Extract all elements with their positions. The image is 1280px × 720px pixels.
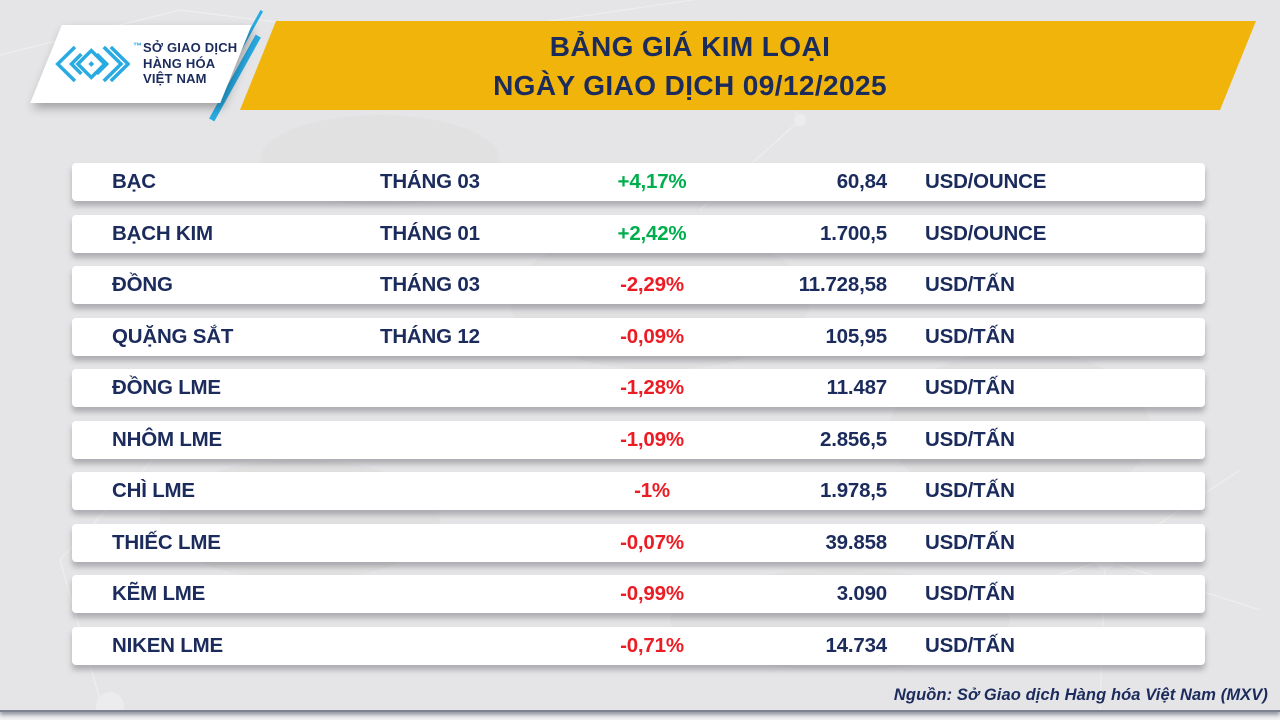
- price-row: ĐỒNG THÁNG 03 -2,29% 11.728,58 USD/TẤN: [72, 266, 1205, 304]
- contract-month: THÁNG 01: [380, 221, 480, 245]
- contract-month: THÁNG 03: [380, 170, 480, 193]
- price-unit: USD/TẤN: [925, 427, 1015, 451]
- exchange-name-line-1: SỞ GIAO DỊCH: [143, 40, 238, 55]
- contract-month: THÁNG 03: [380, 273, 480, 296]
- price-row: THIẾC LME -0,07% 39.858 USD/TẤN: [72, 523, 1205, 562]
- price-unit: USD/OUNCE: [925, 221, 1047, 245]
- price-unit: USD/TẤN: [925, 376, 1015, 399]
- change-percent: -2,29%: [620, 273, 684, 296]
- exchange-name: SỞ GIAO DỊCH HÀNG HÓA VIỆT NAM: [143, 40, 238, 87]
- change-percent: +2,42%: [617, 221, 687, 245]
- price-unit: USD/TẤN: [925, 633, 1015, 657]
- price-row: BẠC THÁNG 03 +4,17% 60,84 USD/OUNCE: [72, 163, 1205, 201]
- title-line-2: NGÀY GIAO DỊCH 09/12/2025: [493, 70, 887, 101]
- price-value: 1.700,5: [820, 221, 887, 245]
- title-banner: [240, 21, 1256, 110]
- commodity-name: NIKEN LME: [112, 633, 223, 657]
- exchange-name-line-2: HÀNG HÓA: [143, 55, 216, 71]
- price-value: 11.487: [826, 376, 888, 399]
- change-percent: -0,07%: [620, 530, 684, 554]
- exchange-name-line-3: VIỆT NAM: [143, 71, 207, 86]
- commodity-name: NHÔM LME: [112, 427, 222, 451]
- commodity-name: ĐỒNG: [112, 273, 173, 296]
- price-row: BẠCH KIM THÁNG 01 +2,42% 1.700,5 USD/OUN…: [72, 214, 1205, 253]
- commodity-name: BẠC: [112, 170, 156, 193]
- price-row: KẼM LME -0,99% 3.090 USD/TẤN: [72, 575, 1205, 613]
- price-unit: USD/TẤN: [925, 273, 1015, 296]
- price-value: 11.728,58: [798, 273, 887, 296]
- title-line-1: BẢNG GIÁ KIM LOẠI: [549, 31, 831, 62]
- price-row: QUẶNG SẮT THÁNG 12 -0,09% 105,95 USD/TẤN: [72, 317, 1205, 356]
- price-value: 14.734: [825, 633, 887, 657]
- commodity-name: CHÌ LME: [112, 479, 195, 502]
- source-credit: Nguồn: Sở Giao dịch Hàng hóa Việt Nam (M…: [893, 686, 1268, 704]
- price-unit: USD/TẤN: [925, 582, 1015, 605]
- commodity-name: THIẾC LME: [112, 530, 221, 554]
- mxv-logo-icon: [55, 45, 130, 83]
- change-percent: -0,99%: [620, 582, 684, 605]
- price-value: 3.090: [836, 582, 888, 605]
- price-table: BẠC THÁNG 03 +4,17% 60,84 USD/OUNCE BẠCH…: [72, 163, 1205, 665]
- price-row: NIKEN LME -0,71% 14.734 USD/TẤN: [72, 626, 1205, 665]
- page-title: BẢNG GIÁ KIM LOẠI NGÀY GIAO DỊCH 09/12/2…: [340, 27, 1040, 105]
- change-percent: +4,17%: [617, 170, 687, 193]
- change-percent: -1%: [634, 479, 670, 502]
- price-unit: USD/TẤN: [925, 530, 1015, 554]
- price-row: NHÔM LME -1,09% 2.856,5 USD/TẤN: [72, 420, 1205, 459]
- price-unit: USD/TẤN: [925, 479, 1015, 502]
- price-row: CHÌ LME -1% 1.978,5 USD/TẤN: [72, 472, 1205, 510]
- change-percent: -0,09%: [620, 324, 684, 348]
- contract-month: THÁNG 12: [380, 324, 480, 348]
- change-percent: -0,71%: [620, 633, 684, 657]
- price-value: 1.978,5: [820, 479, 887, 502]
- price-value: 2.856,5: [820, 427, 887, 451]
- commodity-name: ĐỒNG LME: [112, 376, 221, 399]
- price-value: 105,95: [825, 324, 887, 348]
- price-value: 60,84: [836, 170, 888, 193]
- commodity-name: BẠCH KIM: [112, 221, 213, 245]
- change-percent: -1,09%: [620, 427, 684, 451]
- price-unit: USD/TẤN: [925, 324, 1015, 348]
- trademark-symbol: ™: [133, 41, 142, 51]
- commodity-name: KẼM LME: [112, 582, 206, 605]
- change-percent: -1,28%: [620, 376, 684, 399]
- commodity-name: QUẶNG SẮT: [112, 324, 234, 348]
- price-value: 39.858: [825, 530, 887, 554]
- price-unit: USD/OUNCE: [925, 170, 1047, 193]
- price-row: ĐỒNG LME -1,28% 11.487 USD/TẤN: [72, 369, 1205, 407]
